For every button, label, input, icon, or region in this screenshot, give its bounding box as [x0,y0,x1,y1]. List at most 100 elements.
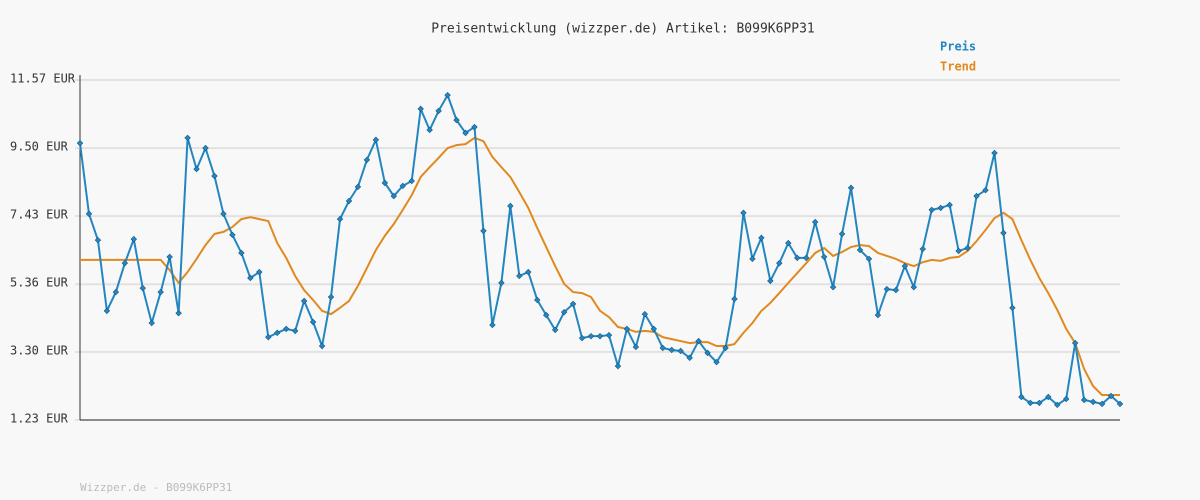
point-marker [829,283,837,291]
point-marker [587,332,595,340]
point-marker [1000,229,1007,237]
point-marker [1054,401,1061,409]
point-marker [605,331,613,339]
point-marker [820,253,828,261]
legend-label: Preis [940,40,976,54]
point-marker [614,362,622,370]
point-marker [229,231,236,239]
point-marker [704,349,711,357]
point-marker [327,293,335,301]
point-marker [184,134,191,142]
point-marker [318,342,326,350]
point-marker [955,247,962,255]
point-marker [874,311,882,319]
footer: Wizzper.de - B099K6PP31 [80,481,232,494]
point-marker [1018,393,1025,401]
y-tick-label: 5.36 EUR [10,276,69,290]
point-marker [516,272,523,280]
point-marker [623,325,631,333]
point-marker [534,296,541,304]
point-marker [309,318,317,326]
point-marker [659,344,666,352]
y-tick-label: 3.30 EUR [10,343,69,357]
point-marker [85,210,93,218]
point-marker [1107,392,1115,400]
point-marker [435,107,442,115]
point-marker [767,277,774,285]
point-marker [274,329,281,337]
y-tick-label: 7.43 EUR [10,208,69,222]
point-marker [722,344,729,352]
point-marker [919,245,926,253]
point-marker [543,311,550,319]
point-marker [372,136,380,144]
point-marker [937,204,944,212]
point-marker [1027,399,1034,407]
point-marker [551,326,559,334]
point-marker [677,347,684,355]
point-marker [426,126,433,134]
point-marker [1009,304,1016,312]
point-marker [1063,395,1070,403]
point-marker [578,334,586,342]
point-marker [507,202,514,210]
point-marker [453,116,460,124]
point-marker [238,249,245,257]
point-marker [973,192,980,200]
point-marker [525,268,532,276]
point-marker [291,327,299,335]
point-marker [345,197,353,205]
point-marker [650,325,657,333]
series-line [80,136,1120,397]
point-marker [390,192,397,200]
point-marker [811,218,819,226]
point-marker [417,105,424,113]
point-marker [462,129,469,137]
point-marker [686,354,693,362]
point-marker [363,156,371,164]
point-marker [471,123,478,131]
point-marker [283,325,290,333]
point-marker [749,255,756,263]
point-marker [76,139,84,147]
point-marker [758,234,765,242]
point-marker [130,235,137,243]
point-marker [211,172,218,180]
chart-title: Preisentwicklung (wizzper.de) Artikel: B… [431,22,815,37]
point-marker [695,337,702,345]
point-marker [883,285,891,293]
point-marker [220,210,227,218]
point-marker [1080,396,1088,404]
point-marker [910,283,917,291]
point-marker [175,309,182,317]
point-marker [776,259,783,267]
point-marker [381,179,389,187]
point-marker [946,201,953,209]
y-tick-label: 11.57 EUR [10,72,76,86]
point-marker [641,310,649,318]
point-marker [498,279,505,287]
point-marker [731,295,738,303]
point-marker [399,182,406,190]
point-marker [892,286,900,294]
point-marker [354,183,362,191]
y-tick-label: 1.23 EUR [10,412,69,426]
point-marker [928,206,935,214]
point-marker [713,358,720,366]
point-marker [444,91,451,99]
point-marker [901,262,909,270]
point-marker [103,307,111,315]
point-marker [668,346,675,354]
point-marker [256,268,263,276]
legend-label: Trend [940,60,976,74]
point-marker [632,343,640,351]
point-marker [157,288,164,296]
point-marker [94,236,102,244]
point-marker [803,254,810,262]
point-marker [121,259,129,267]
point-marker [596,332,604,340]
point-marker [336,215,344,223]
point-marker [982,186,989,194]
